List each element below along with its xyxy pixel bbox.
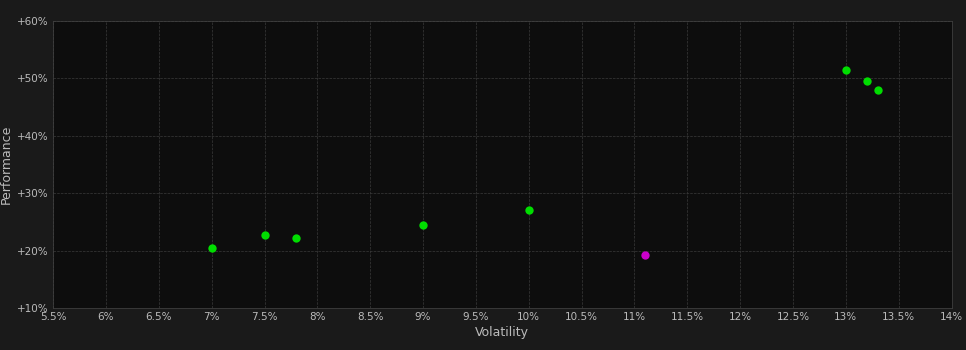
Point — [859, 78, 874, 84]
Point — [415, 222, 431, 228]
Point — [838, 67, 854, 72]
Point — [521, 208, 536, 213]
Point — [289, 235, 304, 241]
Y-axis label: Performance: Performance — [0, 125, 14, 204]
Point — [869, 87, 885, 93]
Point — [204, 245, 219, 251]
Point — [257, 232, 272, 237]
Point — [638, 252, 653, 258]
X-axis label: Volatility: Volatility — [475, 326, 529, 340]
